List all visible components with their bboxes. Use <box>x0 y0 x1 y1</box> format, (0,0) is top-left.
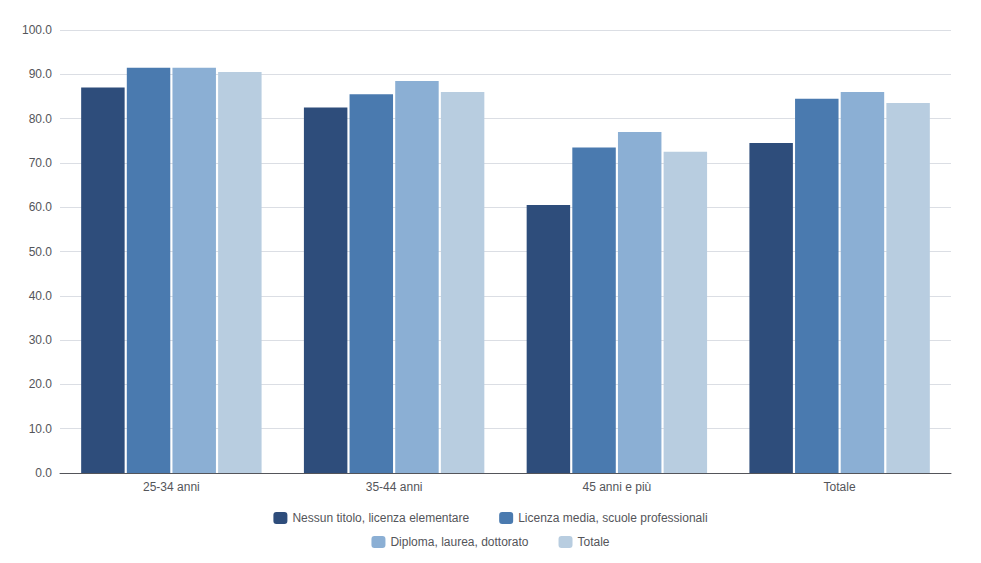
svg-text:Totale: Totale <box>578 535 610 549</box>
svg-text:Nessun titolo, licenza element: Nessun titolo, licenza elementare <box>292 511 469 525</box>
svg-text:Licenza media, scuole professi: Licenza media, scuole professionali <box>518 511 707 525</box>
svg-text:45 anni e più: 45 anni e più <box>583 480 652 494</box>
svg-text:100.0: 100.0 <box>22 23 52 37</box>
svg-text:30.0: 30.0 <box>29 333 53 347</box>
svg-text:0.0: 0.0 <box>35 466 52 480</box>
svg-text:50.0: 50.0 <box>29 245 53 259</box>
svg-text:40.0: 40.0 <box>29 289 53 303</box>
svg-text:10.0: 10.0 <box>29 422 53 436</box>
svg-text:90.0: 90.0 <box>29 67 53 81</box>
svg-text:Totale: Totale <box>824 480 856 494</box>
svg-text:Diploma, laurea, dottorato: Diploma, laurea, dottorato <box>390 535 528 549</box>
svg-text:25-34 anni: 25-34 anni <box>143 480 200 494</box>
svg-text:70.0: 70.0 <box>29 156 53 170</box>
svg-text:20.0: 20.0 <box>29 377 53 391</box>
svg-text:80.0: 80.0 <box>29 112 53 126</box>
svg-text:60.0: 60.0 <box>29 200 53 214</box>
svg-text:35-44 anni: 35-44 anni <box>366 480 423 494</box>
